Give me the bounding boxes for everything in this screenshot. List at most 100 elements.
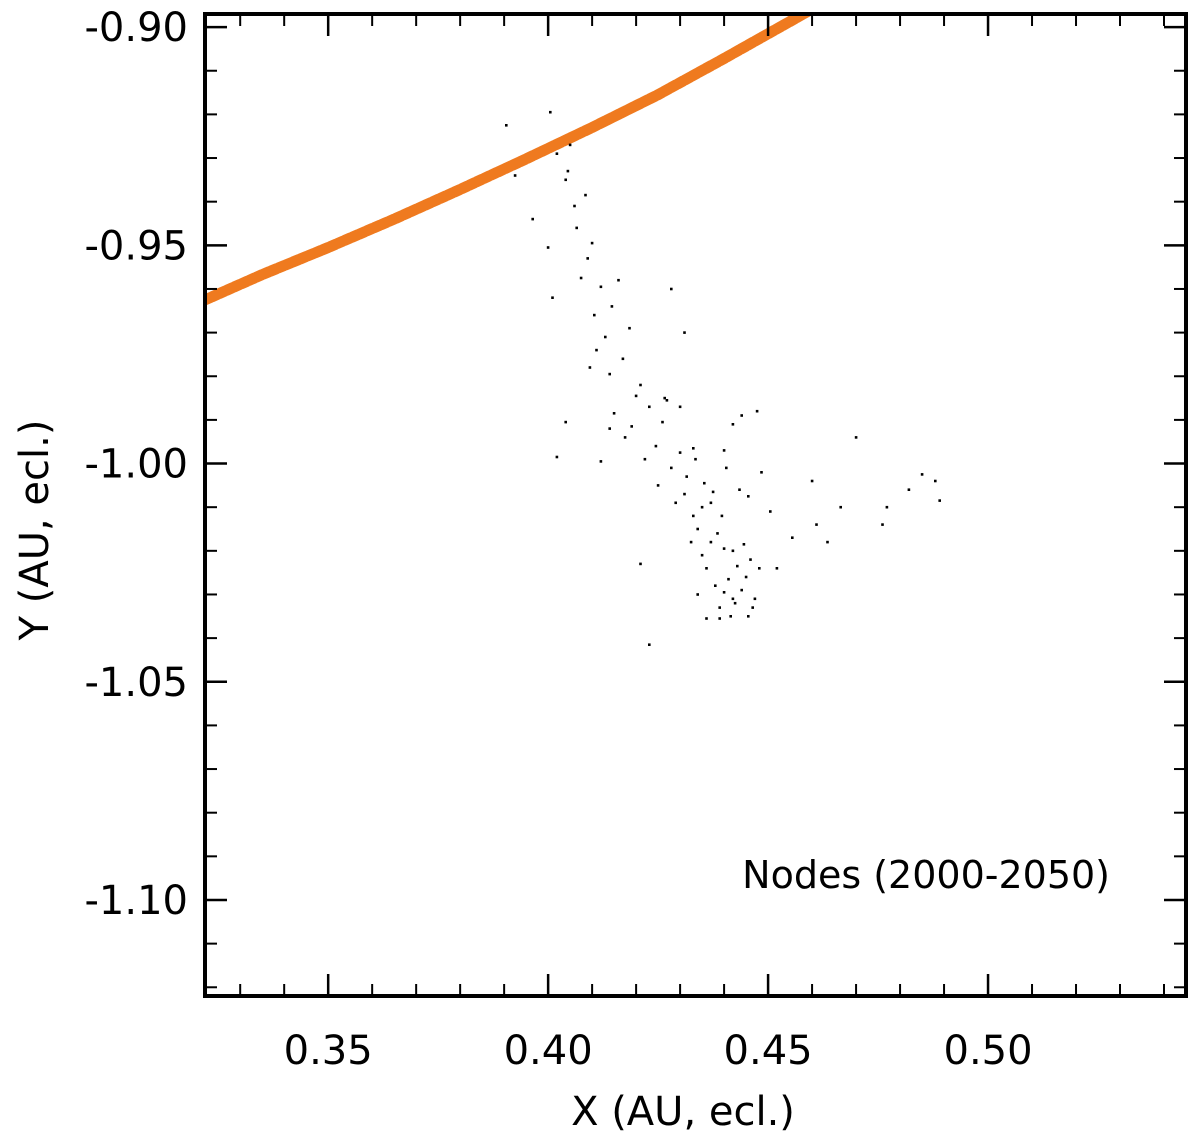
node-point — [694, 457, 697, 461]
node-point — [568, 143, 572, 147]
node-point — [740, 414, 743, 417]
node-point — [692, 447, 695, 450]
node-point — [599, 460, 603, 463]
node-point — [531, 217, 534, 221]
node-point — [546, 246, 550, 249]
node-point — [648, 643, 651, 646]
node-point — [678, 451, 682, 454]
node-point — [689, 540, 693, 544]
node-point — [670, 466, 673, 470]
node-point — [826, 540, 829, 544]
node-point — [678, 405, 682, 409]
node-point — [696, 527, 699, 531]
node-point — [505, 124, 508, 127]
node-point — [639, 562, 642, 566]
node-point — [718, 606, 721, 609]
node-point — [749, 558, 752, 561]
node-point — [722, 547, 726, 550]
node-point — [740, 588, 743, 592]
node-point — [579, 276, 583, 280]
node-point — [716, 532, 719, 535]
node-point — [555, 455, 559, 459]
node-point — [612, 412, 616, 415]
node-point — [722, 591, 726, 594]
node-point — [599, 285, 603, 289]
x-tick-label: 0.35 — [284, 1028, 373, 1074]
node-legend-label: Nodes (2000-2050) — [742, 853, 1110, 897]
node-point — [709, 540, 713, 544]
node-point — [608, 372, 611, 376]
node-point — [621, 357, 625, 361]
node-point — [595, 348, 598, 352]
node-point — [714, 584, 717, 587]
node-point — [590, 241, 594, 245]
node-point — [738, 488, 741, 491]
node-point — [654, 444, 658, 448]
y-tick-label: -1.05 — [85, 660, 189, 706]
node-point — [634, 394, 638, 398]
y-tick-label: -0.95 — [85, 223, 189, 269]
node-point — [718, 617, 721, 620]
node-point — [751, 606, 754, 609]
node-point — [700, 553, 704, 557]
node-point — [753, 597, 757, 601]
node-point — [755, 409, 759, 413]
node-point — [610, 305, 614, 308]
y-tick-label: -0.90 — [85, 5, 189, 51]
node-point — [683, 331, 686, 334]
x-axis-title: X (AU, ecl.) — [571, 1089, 795, 1135]
node-point — [623, 436, 627, 439]
y-tick-label: -1.10 — [85, 878, 189, 924]
node-point — [564, 420, 567, 424]
node-point — [648, 405, 651, 409]
node-point — [775, 567, 779, 570]
node-point — [854, 436, 858, 439]
node-point — [731, 597, 735, 601]
node-point — [747, 495, 750, 498]
node-point — [722, 449, 726, 452]
node-point — [628, 326, 631, 330]
node-point — [617, 278, 620, 282]
node-point — [810, 479, 814, 483]
node-point — [839, 505, 842, 509]
node-point — [731, 549, 735, 553]
node-point — [683, 492, 686, 496]
node-point — [747, 615, 750, 618]
node-point — [586, 257, 589, 260]
node-point — [593, 313, 596, 317]
node-point — [920, 473, 924, 476]
node-point — [630, 425, 633, 428]
x-tick-label: 0.40 — [504, 1028, 593, 1074]
node-point — [709, 501, 713, 505]
node-point — [705, 567, 708, 570]
x-tick-label: 0.50 — [944, 1028, 1033, 1074]
node-point — [791, 536, 794, 539]
node-point — [705, 617, 708, 620]
node-point — [733, 601, 737, 605]
node-point — [934, 479, 937, 483]
node-point — [938, 499, 941, 502]
node-point — [815, 523, 818, 526]
node-point — [513, 174, 517, 177]
node-point — [584, 193, 587, 197]
node-point — [665, 399, 669, 402]
node-point — [727, 577, 730, 581]
axis-ticks: 0.35 0.40 0.45 0.50 -0.90 -0.95 -1.00 -1.05 -1.1… — [85, 5, 1186, 1074]
node-point — [742, 543, 746, 546]
node-point — [769, 510, 772, 513]
node-point — [700, 505, 704, 509]
node-point — [907, 488, 911, 491]
node-point — [573, 204, 576, 208]
node-point — [588, 366, 592, 369]
node-point — [720, 514, 724, 518]
y-axis-title: Y (AU, ecl.) — [12, 420, 58, 642]
y-tick-label: -1.00 — [85, 442, 189, 488]
node-point — [696, 593, 699, 596]
node-point — [661, 420, 664, 424]
plot-area — [205, 14, 941, 646]
node-point — [685, 475, 688, 478]
node-point — [656, 484, 660, 487]
node-point — [692, 514, 695, 518]
node-point — [551, 296, 554, 299]
